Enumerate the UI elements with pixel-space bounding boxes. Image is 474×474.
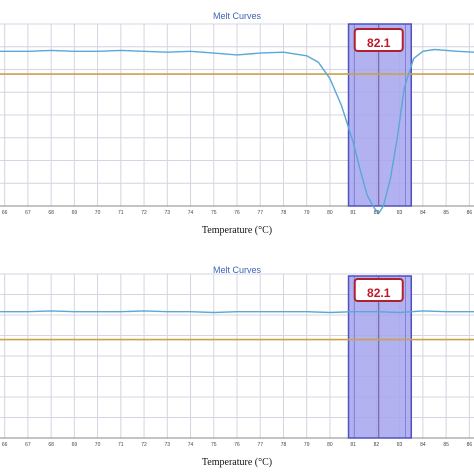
melt-curve-chart-bottom: Melt Curves 82.1 66 67 68 69 70 71 72 73 74 75 76 77… xyxy=(0,262,474,474)
x-tick-label: 77 xyxy=(257,442,263,448)
x-tick-label: 75 xyxy=(211,210,217,216)
x-tick-label: 82 xyxy=(374,210,380,216)
x-tick-label: 70 xyxy=(95,210,101,216)
x-tick-label: 85 xyxy=(443,210,449,216)
x-axis-label: Temperature (°C) xyxy=(201,225,273,236)
x-tick-label: 66 xyxy=(2,442,8,448)
x-tick-label: 68 xyxy=(48,210,54,216)
x-tick-label: 76 xyxy=(234,210,240,216)
x-tick-label: 81 xyxy=(350,442,356,448)
melt-curve-chart-top: Melt Curves 82.1 66 67 68 69 70 71 72 73 74 75 76 77… xyxy=(0,11,474,236)
x-tick-label: 77 xyxy=(257,210,263,216)
x-tick-label: 68 xyxy=(48,442,54,448)
x-tick-label: 78 xyxy=(281,210,287,216)
x-tick-label: 82 xyxy=(374,442,380,448)
x-tick-label: 80 xyxy=(327,210,333,216)
x-tick-label: 85 xyxy=(443,442,449,448)
chart-title: Melt Curves xyxy=(212,11,261,21)
peak-label-box xyxy=(353,278,404,302)
melt-curve-series xyxy=(0,310,474,314)
x-tick-label: 66 xyxy=(2,210,8,216)
peak-label: 82.1 xyxy=(367,36,391,50)
x-tick-label: 67 xyxy=(25,442,31,448)
x-tick-label: 71 xyxy=(118,210,124,216)
x-tick-label: 72 xyxy=(141,210,147,216)
melt-curve-plot: 82.1 66 67 68 69 70 71 72 73 74 75 76 77 78 79 80 81 82 83… xyxy=(0,273,474,448)
x-tick-label: 79 xyxy=(304,442,310,448)
x-tick-label: 74 xyxy=(188,442,194,448)
x-tick-label: 73 xyxy=(165,210,171,216)
melt-curve-series xyxy=(0,48,474,215)
x-tick-label: 81 xyxy=(350,210,356,216)
x-tick-label: 86 xyxy=(467,210,473,216)
x-tick-label: 69 xyxy=(72,210,78,216)
x-tick-label: 79 xyxy=(304,210,310,216)
x-tick-label: 69 xyxy=(72,442,78,448)
x-tick-label: 80 xyxy=(327,442,333,448)
x-tick-label: 71 xyxy=(118,442,124,448)
x-axis-label: Temperature (°C) xyxy=(201,457,273,468)
x-tick-label: 73 xyxy=(165,442,171,448)
x-tick-label: 86 xyxy=(467,442,473,448)
x-tick-label: 84 xyxy=(420,442,426,448)
x-tick-label: 83 xyxy=(397,210,403,216)
x-tick-label: 76 xyxy=(234,442,240,448)
peak-label-box xyxy=(353,28,404,52)
x-tick-label: 72 xyxy=(141,442,147,448)
x-tick-label: 78 xyxy=(281,442,287,448)
x-tick-label: 75 xyxy=(211,442,217,448)
peak-label: 82.1 xyxy=(367,286,391,300)
highlight-range xyxy=(347,275,413,439)
x-tick-label: 70 xyxy=(95,442,101,448)
x-tick-label: 67 xyxy=(25,210,31,216)
x-tick-label: 84 xyxy=(420,210,426,216)
x-tick-label: 83 xyxy=(397,442,403,448)
melt-curve-plot: 82.1 66 67 68 69 70 71 72 73 74 75 76 77 78 79 80 81 82 83… xyxy=(0,23,474,216)
chart-title: Melt Curves xyxy=(212,265,261,275)
x-tick-label: 74 xyxy=(188,210,194,216)
